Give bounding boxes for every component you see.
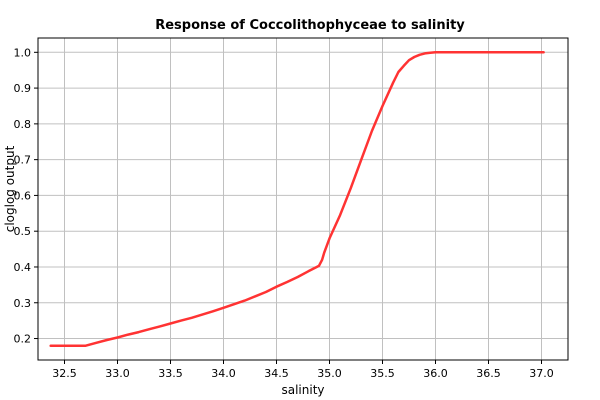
axis-ticks: 32.5 33.0 33.5 34.0 34.5 35.0 35.5 36.0 36.5 37.0… <box>14 46 554 380</box>
y-tick-label: 0.7 <box>14 154 32 167</box>
x-tick-label: 37.0 <box>529 367 554 380</box>
y-tick-label: 1.0 <box>14 46 32 59</box>
y-tick-label: 0.9 <box>14 82 32 95</box>
y-tick-label: 0.6 <box>14 189 32 202</box>
grid <box>38 38 568 360</box>
x-tick-label: 35.0 <box>317 367 342 380</box>
y-axis-label: cloglog output <box>3 145 17 232</box>
chart-title: Response of Coccolithophyceae to salinit… <box>155 18 465 33</box>
series-layer <box>49 51 545 347</box>
y-tick-label: 0.8 <box>14 118 32 131</box>
y-tick-label: 0.5 <box>14 225 32 238</box>
y-tick-label: 0.3 <box>14 297 32 310</box>
x-tick-label: 33.0 <box>105 367 130 380</box>
x-tick-label: 36.5 <box>476 367 501 380</box>
x-tick-label: 34.5 <box>264 367 289 380</box>
y-tick-label: 0.4 <box>14 261 32 274</box>
y-tick-label: 0.2 <box>14 333 32 346</box>
series-line <box>49 51 545 347</box>
plot-frame <box>37 37 569 361</box>
x-tick-label: 36.0 <box>423 367 448 380</box>
x-tick-label: 35.5 <box>370 367 395 380</box>
x-tick-label: 34.0 <box>211 367 236 380</box>
x-axis-label: salinity <box>281 383 324 397</box>
x-tick-label: 32.5 <box>52 367 77 380</box>
x-tick-label: 33.5 <box>158 367 183 380</box>
